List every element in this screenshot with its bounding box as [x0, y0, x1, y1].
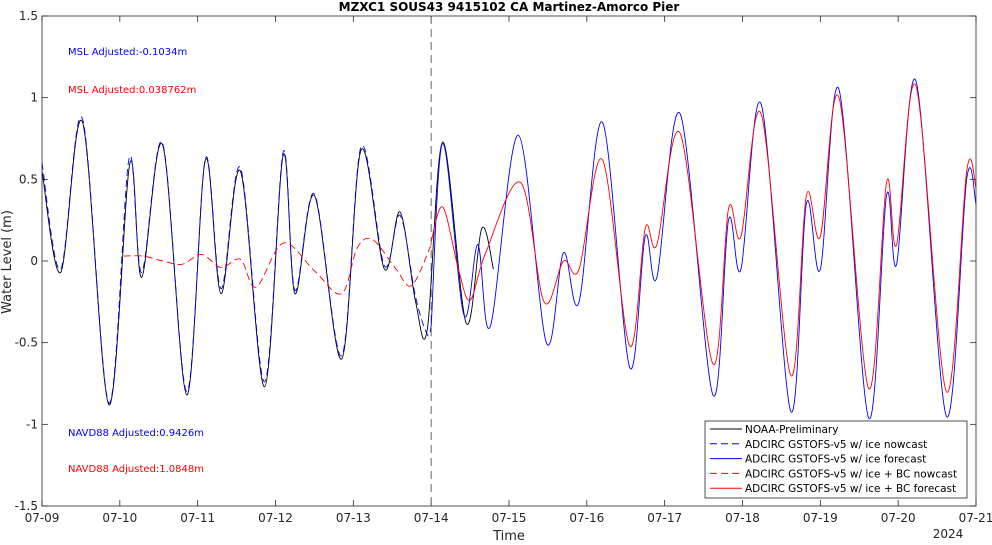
x-tick-label: 07-12 — [258, 511, 293, 525]
datum-annotations: MSL Adjusted:-0.1034m MSL Adjusted:0.0387… — [68, 47, 204, 475]
y-tick-label: -1.5 — [15, 499, 38, 513]
y-tick-label: 1 — [30, 91, 38, 105]
y-axis-label: Water Level (m) — [0, 210, 15, 314]
axis-ticks: 07-09 07-10 07-11 07-12 07-13 07-14 07-15 07-16… — [15, 9, 992, 525]
y-tick-label: 1.5 — [19, 9, 38, 23]
x-tick-label: 07-15 — [492, 511, 527, 525]
legend-label-4: ADCIRC GSTOFS-v5 w/ ice + BC nowcast — [745, 468, 957, 480]
year-label: 2024 — [933, 527, 964, 541]
x-tick-label: 07-14 — [414, 511, 449, 525]
legend-label-3: ADCIRC GSTOFS-v5 w/ ice forecast — [745, 454, 926, 466]
series-line-2 — [41, 116, 432, 404]
datum-annotation-1: MSL Adjusted:-0.1034m — [68, 47, 187, 58]
series-line-1 — [41, 119, 494, 406]
plot-frame — [41, 15, 977, 507]
x-tick-label: 07-17 — [647, 511, 682, 525]
x-axis-label: Time — [492, 529, 525, 541]
datum-annotation-3: NAVD88 Adjusted:0.9426m — [68, 428, 204, 439]
series-line-3 — [430, 78, 977, 420]
legend-label-1: NOAA-Preliminary — [745, 424, 838, 436]
legend-label-2: ADCIRC GSTOFS-v5 w/ ice nowcast — [745, 439, 927, 451]
x-tick-label: 07-19 — [803, 511, 838, 525]
x-tick-label: 07-20 — [881, 511, 916, 525]
datum-annotation-4: NAVD88 Adjusted:1.0848m — [68, 464, 204, 475]
datum-annotation-2: MSL Adjusted:0.038762m — [68, 85, 196, 96]
legend-label-5: ADCIRC GSTOFS-v5 w/ ice + BC forecast — [745, 483, 956, 495]
x-tick-label: 07-11 — [180, 511, 215, 525]
x-tick-label: 07-16 — [569, 511, 604, 525]
x-tick-label: 07-21 — [959, 511, 992, 525]
legend-box — [704, 420, 968, 499]
y-tick-label: 0 — [30, 254, 38, 268]
legend: NOAA-Preliminary ADCIRC GSTOFS-v5 w/ ice … — [704, 420, 968, 499]
x-tick-label: 07-09 — [25, 511, 60, 525]
series-line-5 — [430, 83, 977, 393]
series-line-4 — [123, 237, 432, 295]
x-tick-label: 07-18 — [725, 511, 760, 525]
x-tick-label: 07-13 — [336, 511, 371, 525]
chart-title: MZXC1 SOUS43 9415102 CA Martinez-Amorco … — [339, 0, 680, 14]
y-tick-label: 0.5 — [19, 172, 38, 186]
y-tick-label: -1 — [26, 417, 38, 431]
y-tick-label: -0.5 — [15, 336, 38, 350]
series-lines — [41, 78, 977, 420]
x-tick-label: 07-10 — [102, 511, 137, 525]
